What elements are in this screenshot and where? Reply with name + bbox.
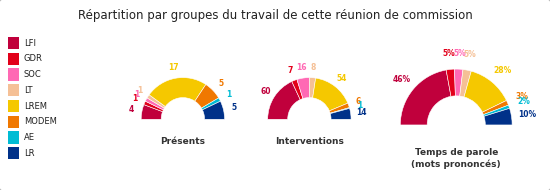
Wedge shape <box>484 108 512 125</box>
Wedge shape <box>312 78 348 111</box>
Wedge shape <box>483 105 510 116</box>
Text: 60: 60 <box>260 87 271 96</box>
Text: 1: 1 <box>357 101 362 110</box>
Text: 54: 54 <box>336 74 346 83</box>
Bar <box>8 100 19 112</box>
Text: 3%: 3% <box>515 92 529 101</box>
Bar <box>8 147 19 159</box>
Wedge shape <box>268 82 300 119</box>
Bar <box>8 131 19 144</box>
Text: 5%: 5% <box>442 49 455 58</box>
Text: 4: 4 <box>129 105 134 114</box>
Bar <box>8 116 19 128</box>
Wedge shape <box>400 70 451 125</box>
Text: LT: LT <box>24 86 32 95</box>
Wedge shape <box>292 79 303 100</box>
Text: Temps de parole
(mots prononcés): Temps de parole (mots prononcés) <box>411 148 501 169</box>
Text: GDR: GDR <box>24 54 42 63</box>
Wedge shape <box>145 98 164 110</box>
Text: 1: 1 <box>133 94 138 103</box>
Text: 8: 8 <box>311 63 316 72</box>
Text: AE: AE <box>24 133 35 142</box>
Wedge shape <box>309 78 316 98</box>
Text: 5%: 5% <box>453 49 466 58</box>
Text: SOC: SOC <box>24 70 41 79</box>
Text: 1: 1 <box>137 86 142 95</box>
Text: 46%: 46% <box>392 75 410 84</box>
Wedge shape <box>330 108 350 114</box>
Wedge shape <box>202 101 224 119</box>
Text: 10%: 10% <box>518 110 536 119</box>
Wedge shape <box>460 70 471 97</box>
Wedge shape <box>297 78 309 99</box>
Text: LREM: LREM <box>24 101 47 111</box>
Text: Interventions: Interventions <box>275 137 344 146</box>
Text: 2%: 2% <box>518 97 530 106</box>
Wedge shape <box>331 108 351 119</box>
Text: Présents: Présents <box>161 137 205 146</box>
Text: 1: 1 <box>134 90 140 99</box>
Wedge shape <box>149 78 206 107</box>
Wedge shape <box>482 101 509 115</box>
Text: 5: 5 <box>231 103 236 112</box>
Bar <box>8 68 19 81</box>
Text: LFI: LFI <box>24 39 36 48</box>
Wedge shape <box>144 101 163 112</box>
Wedge shape <box>141 105 163 119</box>
Wedge shape <box>201 98 221 110</box>
Text: 17: 17 <box>168 63 179 73</box>
Wedge shape <box>446 69 455 96</box>
Bar <box>8 84 19 97</box>
Wedge shape <box>147 95 166 108</box>
Text: 16: 16 <box>296 63 307 72</box>
Wedge shape <box>454 69 463 96</box>
Text: 5%: 5% <box>464 50 476 59</box>
Text: 6: 6 <box>356 97 361 106</box>
Text: Répartition par groupes du travail de cette réunion de commission: Répartition par groupes du travail de ce… <box>78 9 472 21</box>
Text: 7: 7 <box>288 66 293 75</box>
Text: 5: 5 <box>218 79 223 88</box>
Wedge shape <box>464 71 507 112</box>
Bar <box>8 37 19 49</box>
Wedge shape <box>195 85 219 108</box>
Text: LR: LR <box>24 149 34 158</box>
Text: MODEM: MODEM <box>24 117 57 126</box>
Text: 14: 14 <box>356 108 366 117</box>
Text: 1: 1 <box>226 90 232 99</box>
Wedge shape <box>329 103 349 113</box>
Text: 28%: 28% <box>493 66 511 74</box>
Bar <box>8 53 19 65</box>
